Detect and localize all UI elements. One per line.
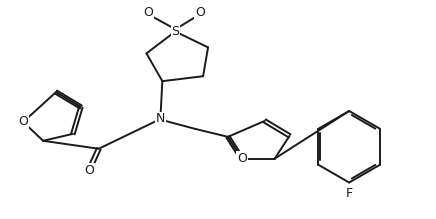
Text: O: O bbox=[84, 164, 94, 177]
Text: O: O bbox=[195, 6, 205, 19]
Text: S: S bbox=[171, 25, 179, 38]
Text: O: O bbox=[143, 6, 153, 19]
Text: O: O bbox=[18, 115, 28, 128]
Text: F: F bbox=[346, 187, 353, 200]
Text: N: N bbox=[156, 112, 165, 125]
Text: O: O bbox=[237, 152, 247, 165]
